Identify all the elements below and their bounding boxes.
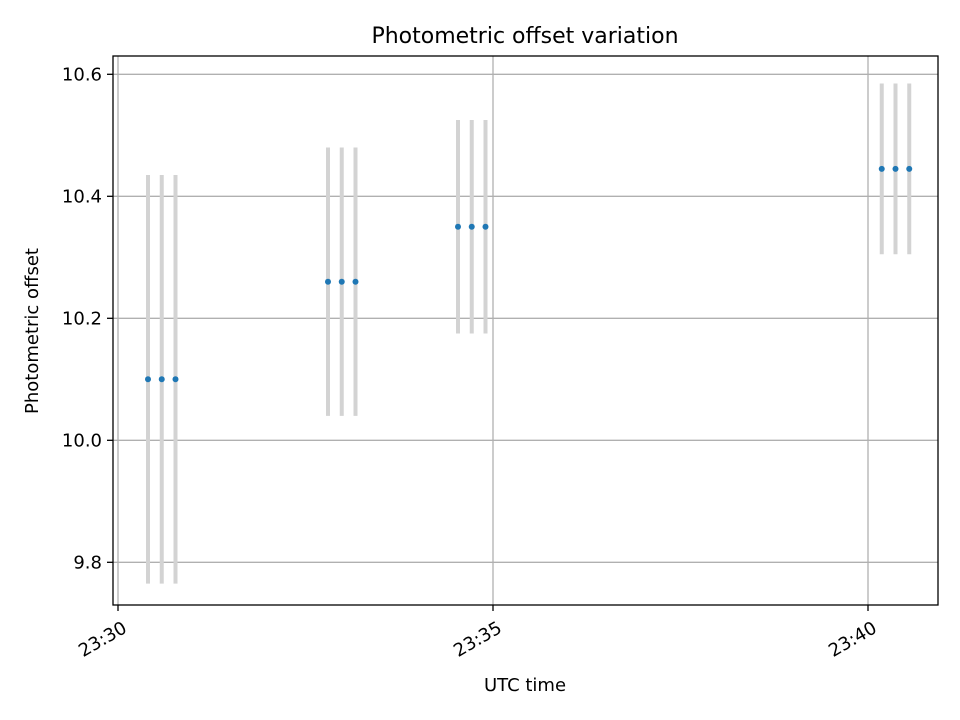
plot-frame	[112, 55, 939, 606]
y-axis: 9.8 10.0 10.2 10.4 10.6	[62, 64, 113, 573]
data-point	[145, 376, 151, 383]
y-tick-label: 10.6	[62, 64, 102, 85]
y-tick-label: 10.4	[62, 186, 102, 207]
y-axis-label: Photometric offset	[22, 248, 43, 414]
data-point	[325, 278, 331, 285]
y-tick-label: 10.2	[62, 308, 102, 329]
y-tick-label: 10.0	[62, 430, 102, 451]
data-point	[468, 223, 475, 230]
grid-lines	[113, 56, 938, 605]
data-points	[145, 165, 913, 383]
data-point	[158, 376, 165, 383]
data-point	[878, 165, 885, 172]
data-point	[338, 278, 345, 285]
data-point	[352, 278, 359, 285]
data-point	[482, 223, 489, 230]
x-axis-label: UTC time	[484, 675, 566, 696]
data-point	[906, 165, 913, 172]
data-point	[172, 376, 179, 383]
chart-title: Photometric offset variation	[371, 24, 678, 49]
data-point	[455, 223, 461, 230]
y-tick-label: 9.8	[73, 552, 102, 573]
data-point	[892, 165, 899, 172]
